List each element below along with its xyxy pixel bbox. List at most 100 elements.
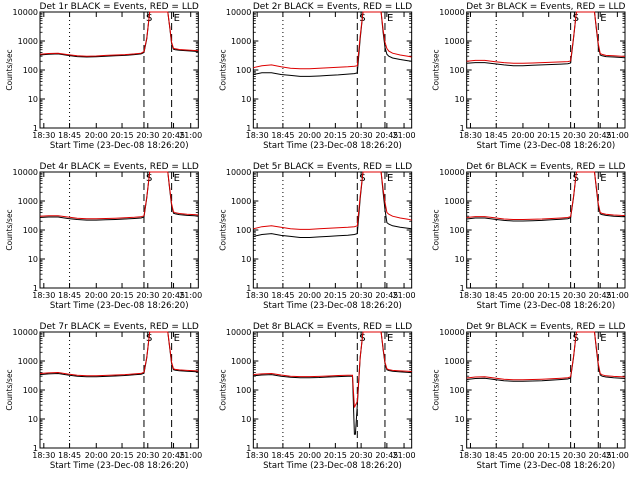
x-tick-label: 20:15 [537, 131, 560, 140]
x-tick-label: 18:30 [32, 451, 55, 460]
y-tick-label: 10 [241, 95, 251, 104]
y-tick-label: 1000 [231, 197, 251, 206]
series-line-lld [466, 331, 626, 381]
y-axis-label: Counts/sec [5, 369, 14, 410]
x-tick-label: 18:30 [32, 291, 55, 300]
panel-title: Det 2r BLACK = Events, RED = LLD [253, 2, 412, 12]
plot-frame [252, 171, 413, 289]
panel-title: Det 3r BLACK = Events, RED = LLD [466, 2, 625, 12]
x-tick-label: 20:30 [563, 131, 586, 140]
series-line-lld [253, 11, 412, 70]
y-tick-label: 10000 [13, 168, 38, 177]
panel-title: Det 6r BLACK = Events, RED = LLD [466, 162, 625, 172]
y-tick-label: 1 [460, 284, 465, 293]
y-tick-label: 10 [28, 255, 38, 264]
x-tick-label: 18:45 [58, 451, 81, 460]
x-tick-label: 20:00 [511, 131, 534, 140]
y-tick-label: 1000 [18, 357, 38, 366]
x-tick-label: 20:00 [85, 451, 108, 460]
series-line-lld [39, 11, 199, 57]
y-tick-label: 1000 [18, 197, 38, 206]
panel-title: Det 5r BLACK = Events, RED = LLD [253, 162, 412, 172]
y-tick-label: 100 [236, 66, 251, 75]
x-tick-label: 18:45 [58, 131, 81, 140]
panel-title: Det 9r BLACK = Events, RED = LLD [466, 322, 625, 332]
y-tick-label: 10 [28, 415, 38, 424]
y-tick-label: 1 [460, 444, 465, 453]
x-tick-label: 18:30 [459, 291, 482, 300]
x-tick-label: 20:15 [537, 291, 560, 300]
x-tick-label: 20:30 [136, 131, 159, 140]
y-tick-label: 1 [33, 124, 38, 133]
series-line-lld [466, 171, 626, 220]
y-tick-label: 10 [454, 255, 464, 264]
plot-frame [252, 11, 413, 129]
series-line-lld [253, 171, 412, 230]
series-line-lld [466, 11, 626, 64]
y-tick-label: 1000 [444, 357, 464, 366]
y-tick-label: 100 [236, 386, 251, 395]
x-tick-label: 18:30 [246, 291, 269, 300]
y-axis-label: Counts/sec [432, 209, 441, 250]
panel-det-1: Det 1r BLACK = Events, RED = LLD 1 10 100 10… [5, 2, 202, 151]
x-axis-label: Start Time (23-Dec-08 18:26:20) [476, 141, 615, 151]
x-tick-label: 18:45 [271, 131, 294, 140]
y-tick-label: 100 [236, 226, 251, 235]
x-tick-label: 20:30 [136, 291, 159, 300]
x-tick-label: 20:30 [563, 291, 586, 300]
marker-label: E [174, 173, 180, 184]
x-tick-label: 18:45 [485, 131, 508, 140]
plot-frame [466, 11, 626, 129]
x-tick-label: 20:45 [162, 291, 185, 300]
y-tick-label: 10 [454, 415, 464, 424]
y-tick-label: 1 [246, 284, 251, 293]
y-tick-label: 1 [460, 124, 465, 133]
y-tick-label: 1000 [231, 357, 251, 366]
y-tick-label: 10000 [439, 328, 464, 337]
x-tick-label: 18:30 [246, 131, 269, 140]
y-tick-label: 100 [23, 386, 38, 395]
x-tick-label: 18:45 [485, 291, 508, 300]
x-tick-label: 20:00 [85, 131, 108, 140]
y-tick-label: 1 [33, 284, 38, 293]
y-tick-label: 1000 [444, 197, 464, 206]
x-tick-label: 20:45 [589, 291, 612, 300]
y-tick-label: 100 [449, 226, 464, 235]
x-tick-label: 21:00 [393, 131, 416, 140]
x-axis-label: Start Time (23-Dec-08 18:26:20) [50, 461, 189, 471]
x-tick-label: 18:30 [459, 451, 482, 460]
x-tick-label: 18:45 [58, 291, 81, 300]
y-tick-label: 10000 [226, 168, 251, 177]
x-tick-label: 20:15 [110, 131, 133, 140]
plot-frame [39, 331, 199, 449]
panel-det-9: Det 9r BLACK = Events, RED = LLD 1 10 100 10… [432, 322, 629, 471]
marker-label: E [387, 173, 393, 184]
panel-det-7: Det 7r BLACK = Events, RED = LLD 1 10 100 10… [5, 322, 202, 471]
series-line-events [253, 331, 412, 435]
plot-frame [466, 331, 626, 449]
marker-label: E [174, 333, 180, 344]
x-tick-label: 20:00 [298, 131, 321, 140]
panel-title: Det 7r BLACK = Events, RED = LLD [40, 322, 199, 332]
series-line-lld [39, 171, 199, 220]
y-tick-label: 100 [449, 66, 464, 75]
y-tick-label: 1000 [444, 37, 464, 46]
y-tick-label: 1000 [18, 37, 38, 46]
x-tick-label: 20:00 [298, 291, 321, 300]
x-tick-label: 18:45 [485, 451, 508, 460]
x-tick-label: 18:30 [246, 451, 269, 460]
y-tick-label: 1 [246, 444, 251, 453]
x-tick-label: 21:00 [393, 291, 416, 300]
y-axis-label: Counts/sec [5, 209, 14, 250]
series-line-lld [39, 331, 199, 377]
x-axis-label: Start Time (23-Dec-08 18:26:20) [263, 301, 402, 311]
y-tick-label: 10 [241, 415, 251, 424]
panel-det-8: Det 8r BLACK = Events, RED = LLD 1 10 100 10… [218, 322, 415, 471]
y-tick-label: 10 [28, 95, 38, 104]
x-tick-label: 20:30 [350, 131, 373, 140]
x-tick-label: 20:15 [110, 291, 133, 300]
y-tick-label: 10000 [226, 8, 251, 17]
y-axis-label: Counts/sec [218, 49, 227, 90]
x-axis-label: Start Time (23-Dec-08 18:26:20) [50, 141, 189, 151]
y-tick-label: 10000 [13, 328, 38, 337]
